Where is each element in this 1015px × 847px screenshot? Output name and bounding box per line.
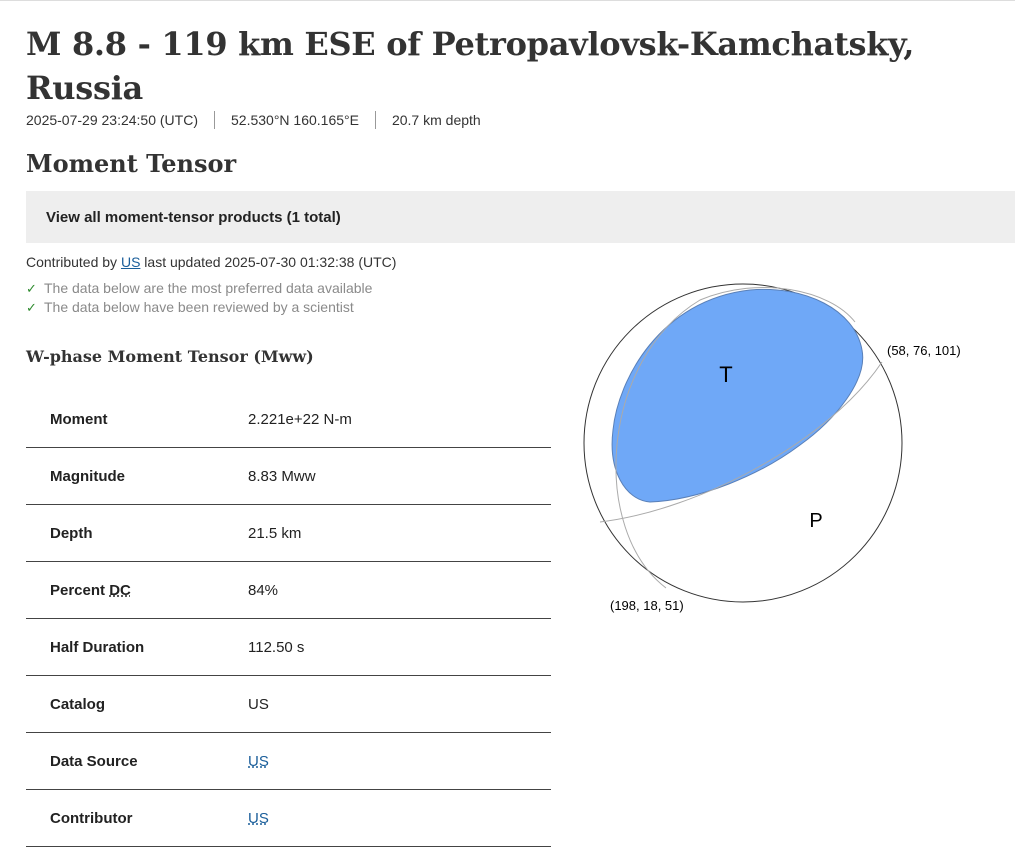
table-row: Half Duration 112.50 s	[26, 619, 551, 676]
event-meta: 2025-07-29 23:24:50 (UTC) 52.530°N 160.1…	[26, 110, 1015, 130]
status-reviewed: ✓ The data below have been reviewed by a…	[26, 298, 1015, 317]
row-label: Half Duration	[50, 638, 145, 656]
table-row: Moment 2.221e+22 N-m	[26, 391, 551, 448]
nodal-plane-2-label: (198, 18, 51)	[610, 598, 684, 613]
row-label: Magnitude	[50, 467, 125, 485]
last-updated: last updated 2025-07-30 01:32:38 (UTC)	[144, 254, 397, 270]
event-time: 2025-07-29 23:24:50 (UTC)	[26, 112, 198, 128]
section-title: Moment Tensor	[26, 149, 237, 178]
checkmark-icon: ✓	[26, 300, 37, 315]
p-axis-label: P	[809, 510, 822, 532]
compression-quadrant	[611, 288, 864, 503]
row-label-text: Percent	[50, 581, 110, 599]
nodal-plane-1	[599, 361, 883, 523]
row-label: Depth	[50, 524, 93, 542]
row-label: Contributor	[50, 809, 133, 827]
contribution-line: Contributed by US last updated 2025-07-3…	[26, 253, 1015, 271]
nodal-plane-2	[615, 286, 856, 589]
row-label: Data Source	[50, 752, 138, 770]
row-value: 112.50 s	[248, 638, 305, 656]
nodal-plane-1-label: (58, 76, 101)	[887, 343, 961, 358]
contributed-by-label: Contributed by	[26, 254, 118, 270]
view-all-products-link[interactable]: View all moment-tensor products (1 total…	[26, 191, 1015, 243]
contributor-link[interactable]: US	[120, 254, 141, 270]
t-axis-label: T	[719, 362, 732, 387]
data-source-link[interactable]: US	[248, 752, 269, 770]
status-preferred: ✓ The data below are the most preferred …	[26, 279, 1015, 298]
row-value: 84%	[248, 581, 279, 599]
row-label: Catalog	[50, 695, 106, 713]
row-value: 21.5 km	[248, 524, 302, 542]
row-value: 2.221e+22 N-m	[248, 410, 352, 428]
meta-divider	[374, 111, 376, 129]
table-row: Percent DC 84%	[26, 562, 551, 619]
table-row: Contributor US	[26, 790, 551, 847]
event-depth: 20.7 km depth	[391, 112, 481, 128]
event-location: 52.530°N 160.165°E	[231, 112, 359, 128]
row-label: Percent DC	[26, 582, 248, 599]
table-row: Catalog US	[26, 676, 551, 733]
contributor-value-link[interactable]: US	[248, 809, 269, 827]
table-row: Depth 21.5 km	[26, 505, 551, 562]
meta-divider	[214, 111, 215, 129]
event-page: M 8.8 - 119 km ESE of Petropavlovsk-Kamc…	[26, 22, 1015, 847]
row-label: Moment	[50, 410, 108, 428]
review-status: ✓ The data below are the most preferred …	[26, 279, 1015, 317]
table-row: Data Source US	[26, 733, 551, 790]
status-text: The data below have been reviewed by a s…	[44, 299, 354, 315]
event-title: M 8.8 - 119 km ESE of Petropavlovsk-Kamc…	[26, 25, 915, 107]
moment-tensor-table: Moment 2.221e+22 N-m Magnitude 8.83 Mww …	[26, 391, 551, 847]
top-border	[0, 0, 1015, 5]
wphase-title: W-phase Moment Tensor (Mww)	[26, 347, 314, 366]
checkmark-icon: ✓	[26, 281, 37, 296]
row-value: 8.83 Mww	[248, 467, 316, 485]
row-value: US	[248, 695, 269, 713]
beachball-diagram: T P (58, 76, 101) (198, 18, 51)	[583, 283, 961, 613]
dc-abbreviation[interactable]: DC	[109, 581, 131, 599]
table-row: Magnitude 8.83 Mww	[26, 448, 551, 505]
status-text: The data below are the most preferred da…	[44, 280, 373, 296]
